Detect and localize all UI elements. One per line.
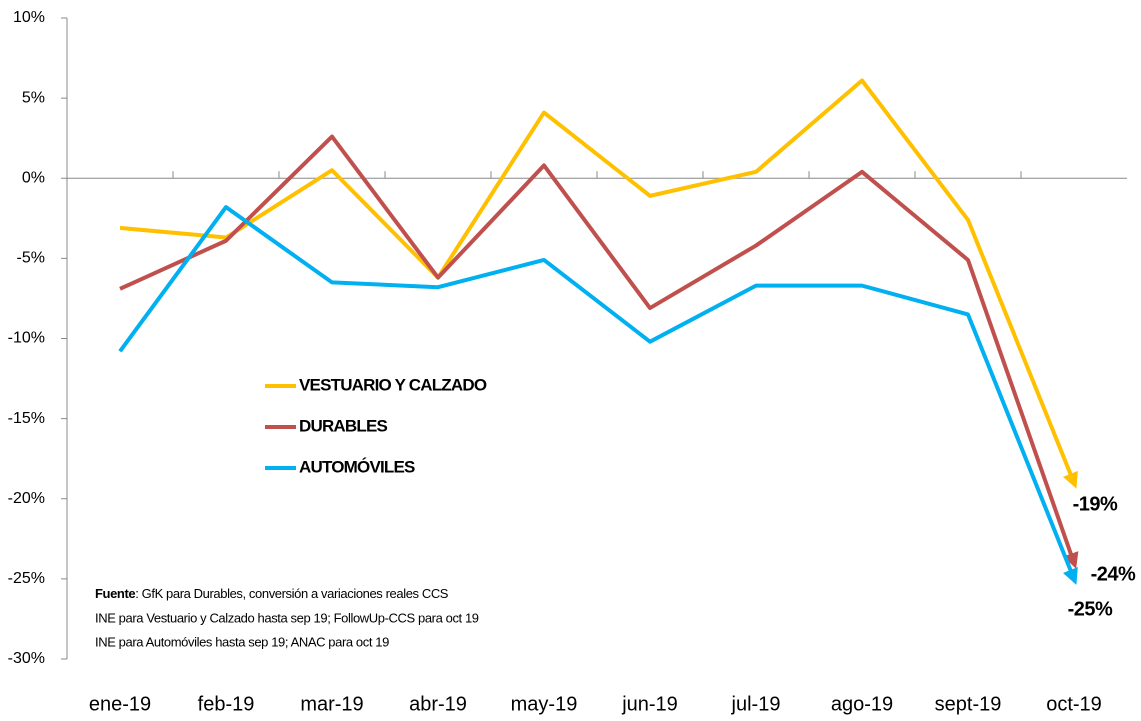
x-tick-label: jun-19: [621, 693, 678, 715]
y-tick-label: -30%: [8, 650, 45, 667]
x-tick-label: mar-19: [300, 693, 363, 715]
y-tick-label: -5%: [17, 250, 45, 267]
y-tick-label: -25%: [8, 570, 45, 587]
y-tick-label: -15%: [8, 410, 45, 427]
legend-label: DURABLES: [299, 416, 388, 435]
x-tick-label: ago-19: [831, 693, 893, 715]
legend-label: AUTOMÓVILES: [299, 457, 415, 476]
x-tick-label: jul-19: [731, 693, 781, 715]
x-tick-label: ene-19: [89, 693, 151, 715]
x-tick-label: may-19: [511, 693, 578, 715]
y-tick-label: 10%: [13, 9, 45, 26]
source-text: : GfK para Durables, conversión a variac…: [135, 586, 449, 601]
y-tick-label: -20%: [8, 490, 45, 507]
y-tick-label: 5%: [22, 89, 45, 106]
source-note: INE para Automóviles hasta sep 19; ANAC …: [95, 634, 389, 649]
end-label: -25%: [1068, 598, 1113, 620]
end-label: -24%: [1091, 563, 1136, 585]
x-tick-label: oct-19: [1046, 693, 1102, 715]
x-tick-label: abr-19: [409, 693, 467, 715]
x-tick-label: feb-19: [198, 693, 255, 715]
series-line: [119, 78, 1078, 489]
source-note: INE para Vestuario y Calzado hasta sep 1…: [95, 610, 479, 625]
legend-label: VESTUARIO Y CALZADO: [299, 375, 487, 394]
series-line: [118, 205, 1078, 585]
y-tick-label: -10%: [8, 330, 45, 347]
y-tick-label: 0%: [22, 169, 45, 186]
series-line: [119, 134, 1079, 569]
x-tick-label: sept-19: [935, 693, 1002, 715]
source-note: Fuente: GfK para Durables, conversión a …: [95, 586, 449, 601]
source-label: Fuente: [95, 586, 135, 601]
end-label: -19%: [1073, 493, 1118, 515]
